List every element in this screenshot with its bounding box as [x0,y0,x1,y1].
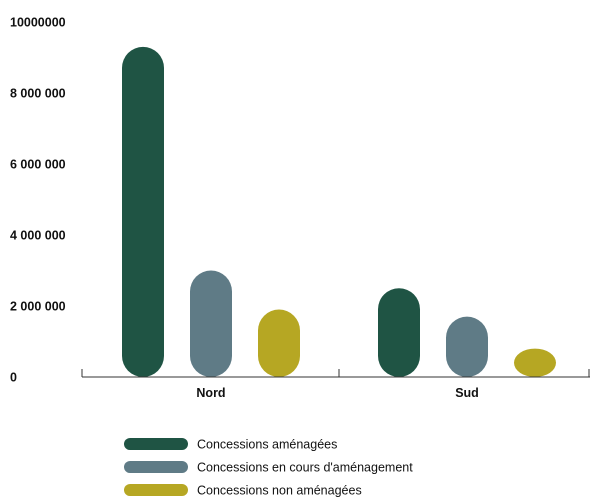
legend-swatch [124,484,188,496]
bar-sud-series-3 [514,348,556,377]
bars [122,46,556,377]
bar-nord-series-2 [190,270,232,377]
legend: Concessions aménagées Concessions en cour… [124,438,413,497]
bar-sud-series-2 [446,316,488,377]
y-tick-label: 0 [10,371,17,385]
bar-nord-series-1 [122,46,164,377]
y-tick-label: 4 000 000 [10,229,66,243]
y-tick-label: 8 000 000 [10,87,66,101]
y-tick-label: 10000000 [10,16,66,30]
x-category-label: Sud [455,386,479,400]
bar-sud-series-1 [378,288,420,377]
x-category-label: Nord [196,386,225,400]
legend-label: Concessions non aménagées [197,484,362,497]
legend-label: Concessions aménagées [197,438,337,452]
x-axis: Nord Sud [81,369,590,400]
legend-swatch [124,461,188,473]
legend-swatch [124,438,188,450]
y-tick-label: 2 000 000 [10,300,66,314]
bar-nord-series-3 [258,309,300,377]
y-axis-ticks: 0 2 000 000 4 000 000 6 000 000 8 000 000 100… [10,16,66,385]
legend-label: Concessions en cours d'aménagement [197,461,413,475]
y-tick-label: 6 000 000 [10,158,66,172]
